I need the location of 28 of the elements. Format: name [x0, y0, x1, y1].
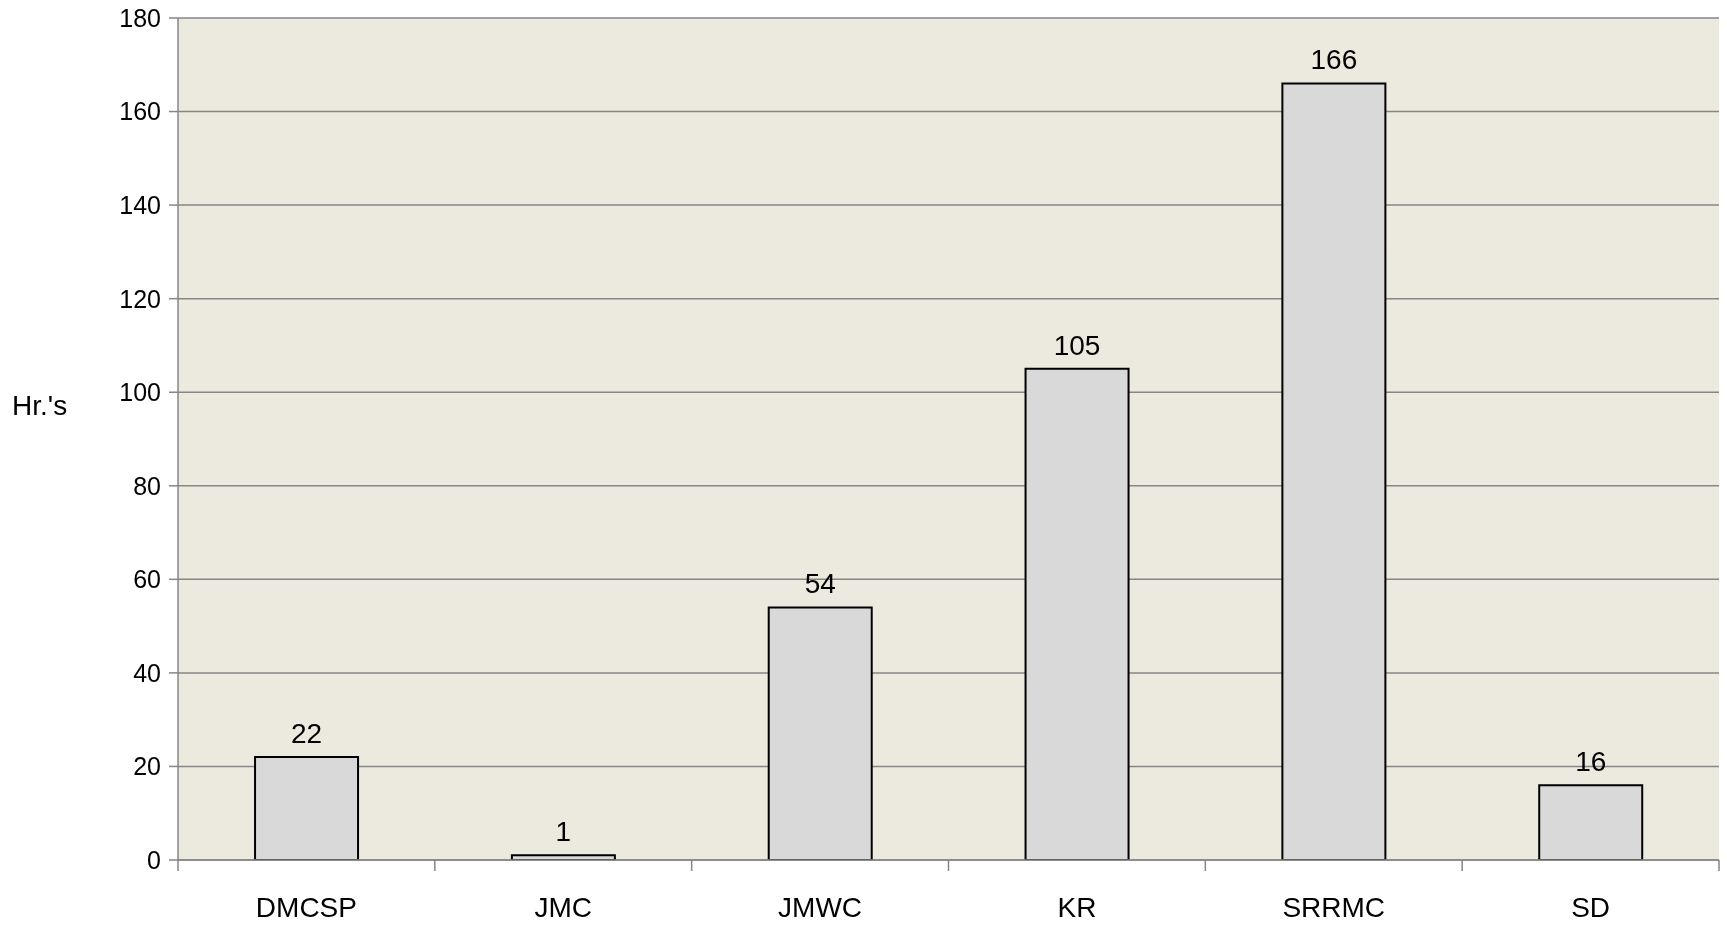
y-tick-label: 0 [147, 845, 161, 874]
data-label: 54 [804, 568, 836, 600]
data-label: 1 [555, 816, 572, 848]
x-tick-label: JMC [534, 892, 593, 924]
x-tick-label: DMCSP [255, 892, 357, 924]
y-tick-label: 80 [133, 471, 161, 500]
y-tick-label: 140 [119, 190, 161, 219]
y-tick-label: 180 [119, 3, 161, 32]
x-tick-label: SRRMC [1282, 892, 1386, 924]
bar [254, 756, 360, 860]
y-tick-label: 60 [133, 565, 161, 594]
data-label: 166 [1310, 44, 1358, 76]
y-tick-label: 20 [133, 752, 161, 781]
data-label: 105 [1053, 329, 1101, 361]
x-tick-label: KR [1057, 892, 1097, 924]
y-tick-label: 40 [133, 658, 161, 687]
bar [1281, 82, 1387, 860]
bar [767, 606, 873, 860]
y-tick-label: 120 [119, 284, 161, 313]
data-label: 16 [1575, 746, 1607, 778]
y-axis-title: Hr.'s [12, 389, 68, 421]
bar [1024, 367, 1130, 860]
y-tick-label: 100 [119, 378, 161, 407]
data-label: 22 [290, 718, 323, 750]
x-tick-label: SD [1571, 892, 1611, 924]
y-tick-label: 160 [119, 97, 161, 126]
x-tick-label: JMWC [778, 892, 863, 924]
bar [1538, 784, 1644, 860]
